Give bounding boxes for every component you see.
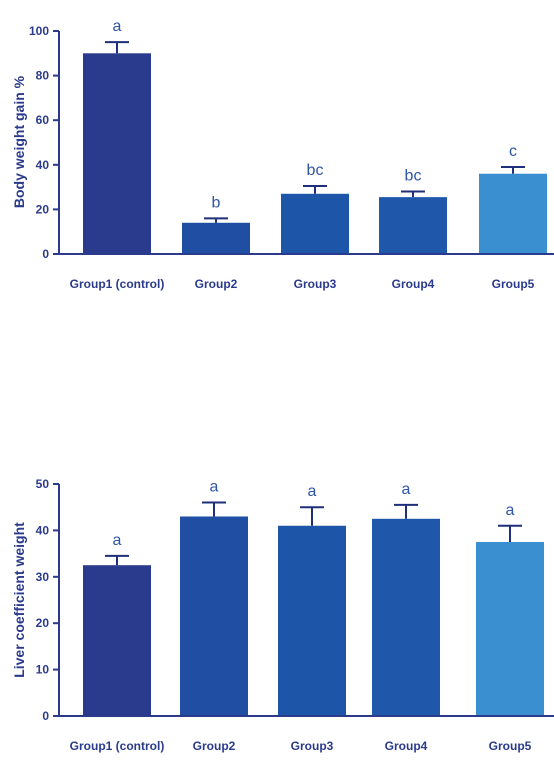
error-bar-2-2: [202, 501, 226, 517]
bar-1-2: [182, 222, 250, 254]
y-tick-label-2-3: 30: [36, 570, 50, 584]
error-bar-2-4: [394, 503, 418, 519]
x-tick-label-2-4: Group4: [385, 739, 428, 753]
y-tick-label-2-4: 40: [36, 523, 50, 537]
significance-label-1-4: bc: [405, 168, 422, 185]
y-tick-label-2-5: 50: [36, 477, 50, 491]
bar-1-3: [281, 193, 349, 254]
significance-label-2-4: a: [402, 481, 411, 498]
bar-1-4: [379, 197, 447, 254]
x-tick-label-2-1: Group1 (control): [70, 739, 165, 753]
y-tick-label-2-2: 20: [36, 616, 50, 630]
bar-2-4: [372, 518, 440, 716]
liver-coefficient-chart: a Group1 (control) a Group2 a Group3 a Group4 a G…: [11, 477, 554, 753]
bar-2-1: [83, 565, 151, 716]
bar-2-3: [278, 525, 346, 716]
error-bar-1-5: [501, 166, 525, 174]
significance-label-1-2: b: [212, 194, 221, 211]
significance-label-2-5: a: [506, 502, 515, 519]
y-tick-label-1-0: 0: [42, 247, 49, 261]
significance-label-1-5: c: [509, 143, 517, 160]
error-bar-2-1: [105, 554, 129, 566]
bar-2-5: [476, 542, 544, 716]
y-tick-label-2-0: 0: [42, 709, 49, 723]
significance-label-2-3: a: [308, 483, 317, 500]
x-tick-label-1-5: Group5: [492, 277, 535, 291]
bar-1-1: [83, 53, 151, 254]
significance-label-2-1: a: [113, 532, 122, 549]
x-tick-label-2-2: Group2: [193, 739, 236, 753]
y-tick-label-1-1: 20: [36, 202, 50, 216]
body-weight-gain-chart: a Group1 (control) b Group2 bc Group3 bc Group4…: [11, 18, 554, 291]
error-bar-2-5: [498, 524, 522, 542]
y-tick-label-1-2: 40: [36, 158, 50, 172]
bar-1-5: [479, 173, 547, 254]
error-bar-1-2: [204, 217, 228, 223]
x-tick-label-1-1: Group1 (control): [70, 277, 165, 291]
error-bar-1-3: [303, 184, 327, 194]
x-tick-label-2-5: Group5: [489, 739, 532, 753]
x-tick-label-1-2: Group2: [195, 277, 238, 291]
significance-label-1-3: bc: [307, 162, 324, 179]
significance-label-1-1: a: [113, 18, 122, 35]
y-tick-label-1-3: 60: [36, 113, 50, 127]
bar-2-2: [180, 516, 248, 716]
x-tick-label-2-3: Group3: [291, 739, 334, 753]
y-axis-title-1: Body weight gain %: [11, 75, 27, 208]
error-bar-1-1: [105, 41, 129, 54]
y-tick-label-2-1: 10: [36, 663, 50, 677]
error-bar-1-4: [401, 190, 425, 198]
y-tick-label-1-5: 100: [29, 24, 49, 38]
y-axis-title-2: Liver coefficient weight: [11, 522, 27, 678]
x-tick-label-1-3: Group3: [294, 277, 337, 291]
error-bar-2-3: [300, 506, 324, 526]
x-tick-label-1-4: Group4: [392, 277, 435, 291]
y-tick-label-1-4: 80: [36, 69, 50, 83]
significance-label-2-2: a: [210, 479, 219, 496]
